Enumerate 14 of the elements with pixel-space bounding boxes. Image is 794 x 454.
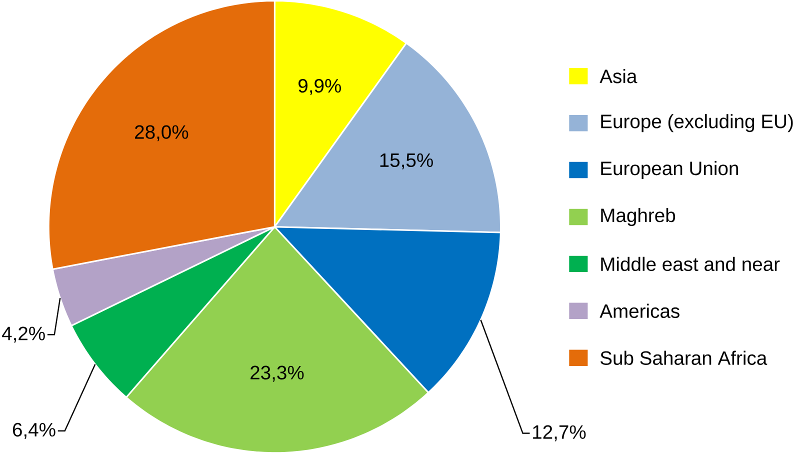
legend-label: Europe (excluding EU)	[601, 114, 793, 132]
data-label: 12,7%	[533, 425, 586, 442]
data-label: 23,3%	[250, 366, 304, 382]
legend-label: Middle east and near	[601, 256, 780, 272]
legend-label: European Union	[601, 161, 738, 180]
legend-label: Americas	[600, 304, 680, 318]
data-label: 6,4%	[12, 423, 56, 440]
legend-label: Asia	[600, 69, 638, 84]
data-label: 28,0%	[135, 125, 188, 142]
legend-label: Maghreb	[601, 208, 676, 226]
legend-label: Sub Saharan Africa	[600, 350, 768, 366]
data-label: 9,9%	[298, 79, 341, 96]
data-label: 4,2%	[2, 326, 45, 343]
data-label: 15,5%	[380, 154, 433, 170]
